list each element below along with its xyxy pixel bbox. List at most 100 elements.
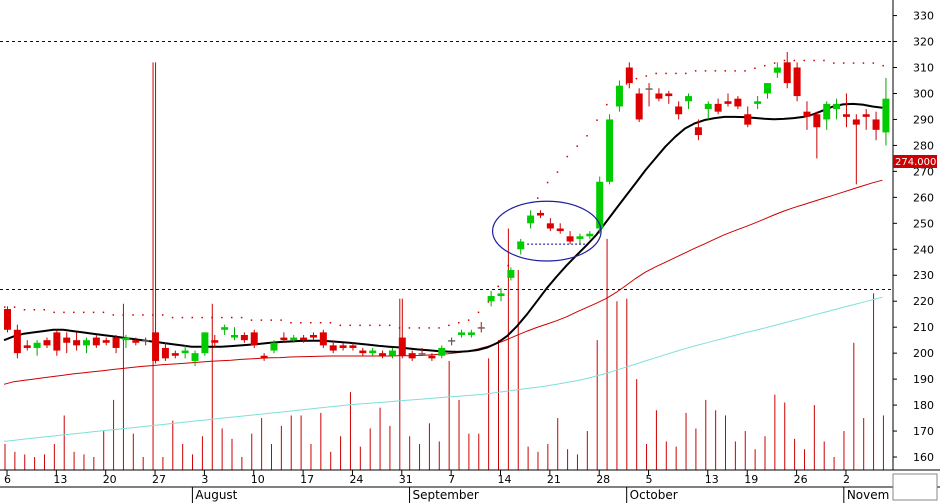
candle-body bbox=[438, 347, 446, 356]
band-dot bbox=[181, 316, 184, 319]
band-dot bbox=[556, 171, 559, 173]
candle-body bbox=[250, 332, 258, 346]
x-tick-label: 21 bbox=[547, 473, 561, 486]
candle-body bbox=[4, 309, 11, 330]
candle-body bbox=[763, 83, 771, 94]
annotations bbox=[491, 200, 602, 262]
band-dot bbox=[92, 311, 95, 314]
candle-body bbox=[596, 181, 604, 229]
x-tick-label: 24 bbox=[349, 473, 363, 486]
x-month-label: Novem bbox=[847, 488, 890, 502]
band-dot bbox=[142, 314, 144, 316]
candle-body bbox=[132, 340, 140, 343]
band-dot bbox=[813, 59, 815, 62]
candle-body bbox=[813, 114, 821, 128]
band-dot bbox=[714, 70, 717, 72]
band-dot bbox=[23, 309, 26, 311]
band-dot bbox=[852, 62, 855, 64]
x-month-label: September bbox=[413, 488, 479, 502]
x-tick-label: 5 bbox=[646, 473, 653, 486]
candle-body bbox=[211, 340, 219, 343]
band-dot bbox=[260, 319, 263, 321]
band-dot bbox=[122, 314, 124, 316]
candle-body bbox=[635, 93, 643, 120]
band-dot bbox=[240, 316, 243, 319]
band-dot bbox=[280, 319, 282, 321]
price-tag: 274.000 bbox=[893, 154, 937, 168]
candle-body bbox=[734, 98, 742, 107]
candle-body bbox=[280, 337, 288, 341]
y-tick-label: 270 bbox=[913, 165, 934, 178]
candle-body bbox=[388, 350, 396, 356]
x-tick-label: 28 bbox=[596, 473, 610, 486]
candle-body bbox=[615, 85, 623, 107]
band-dot bbox=[596, 119, 598, 121]
band-dot bbox=[82, 311, 85, 314]
candle-body bbox=[201, 332, 209, 354]
band-dot bbox=[438, 327, 440, 329]
candle-body bbox=[487, 296, 495, 302]
y-tick-label: 210 bbox=[913, 321, 934, 334]
band-dot bbox=[793, 59, 796, 62]
candlesticks bbox=[4, 51, 890, 367]
candle-body bbox=[852, 119, 860, 125]
band-dot bbox=[645, 75, 648, 77]
candle-body bbox=[171, 353, 179, 356]
band-dot bbox=[379, 324, 381, 327]
band-dot bbox=[724, 70, 727, 72]
band-dot bbox=[497, 285, 499, 288]
band-dot bbox=[418, 327, 421, 329]
band-dot bbox=[872, 62, 875, 64]
candle-body bbox=[458, 332, 466, 335]
candle-body bbox=[33, 342, 41, 348]
candle-body bbox=[191, 353, 199, 361]
candle-body bbox=[152, 332, 160, 361]
candle-body bbox=[517, 241, 525, 250]
band-dot bbox=[754, 67, 756, 70]
band-dot bbox=[842, 62, 845, 64]
candle-body bbox=[645, 88, 653, 90]
candle-body bbox=[53, 332, 61, 351]
candle-body bbox=[73, 340, 81, 346]
band-dot bbox=[458, 321, 460, 324]
band-dot bbox=[132, 314, 134, 316]
band-dot bbox=[635, 77, 638, 80]
band-dot bbox=[201, 316, 203, 319]
x-tick-label: 3 bbox=[201, 473, 208, 486]
band-dot bbox=[369, 324, 371, 327]
band-dot bbox=[43, 309, 45, 311]
band-dot bbox=[477, 311, 480, 314]
band-dot bbox=[546, 181, 549, 184]
band-dot bbox=[300, 321, 302, 324]
band-dot bbox=[73, 311, 75, 314]
band-dot bbox=[783, 59, 786, 62]
candle-body bbox=[92, 337, 100, 346]
band-dot bbox=[428, 327, 430, 329]
candle-body bbox=[309, 334, 317, 338]
y-tick-label: 190 bbox=[913, 373, 934, 386]
candle-body bbox=[477, 327, 485, 329]
candle-body bbox=[398, 337, 406, 356]
band-dot bbox=[211, 316, 213, 319]
candle-body bbox=[744, 114, 752, 125]
x-tick-label: 31 bbox=[399, 473, 413, 486]
band-dot bbox=[349, 324, 351, 327]
candle-body bbox=[13, 329, 21, 354]
candle-body bbox=[63, 337, 71, 343]
x-month-label: August bbox=[195, 488, 237, 502]
x-axis-ticks: 6 13 20 27 3 10 17 24 31 7 14 21 28 5 13 19 26 2 bbox=[4, 470, 850, 486]
y-tick-label: 240 bbox=[913, 243, 934, 256]
ma-cyan-line bbox=[3, 296, 883, 442]
candle-body bbox=[606, 119, 614, 182]
candle-body bbox=[714, 103, 722, 112]
candle-body bbox=[329, 345, 337, 351]
x-tick-label: 10 bbox=[251, 473, 265, 486]
band-dot bbox=[319, 321, 322, 324]
candle-body bbox=[82, 340, 90, 346]
candle-body bbox=[704, 103, 712, 110]
candle-body bbox=[724, 101, 732, 104]
candle-body bbox=[586, 233, 594, 237]
band-dot bbox=[53, 311, 55, 314]
y-tick-label: 180 bbox=[913, 399, 934, 412]
